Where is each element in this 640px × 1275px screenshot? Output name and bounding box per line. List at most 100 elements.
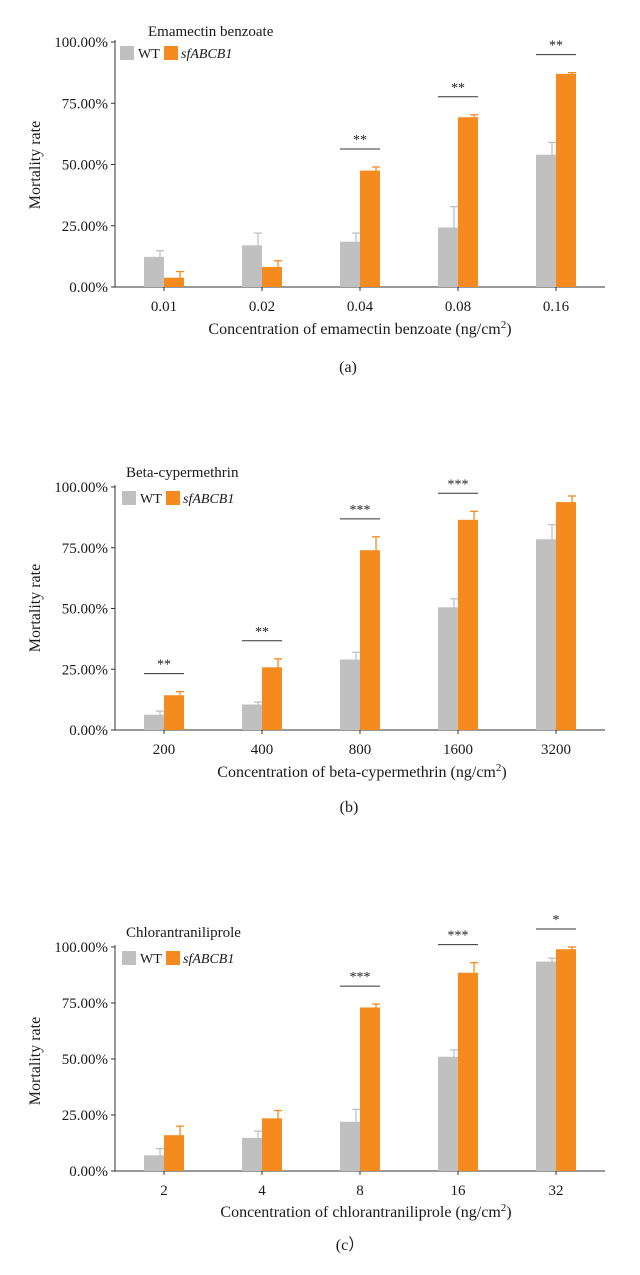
- y-tick-label: 75.00%: [62, 996, 108, 1012]
- bar-wt: [536, 539, 556, 730]
- legend-swatch-wt: [122, 951, 136, 965]
- y-tick-label: 75.00%: [62, 541, 108, 557]
- x-axis-title: Concentration of emamectin benzoate (ng/…: [208, 319, 511, 338]
- bar-mutant: [458, 972, 478, 1171]
- bar-wt: [242, 245, 262, 287]
- bar-mutant: [262, 667, 282, 730]
- bar-wt: [438, 1056, 458, 1171]
- legend-swatch-mutant: [164, 46, 178, 60]
- x-tick-label: 16: [451, 1183, 467, 1199]
- plot-area: 0.00% 25.00% 50.00% 75.00% 100.00% 200 ** 400 **…: [54, 477, 605, 758]
- y-tick-label: 50.00%: [62, 602, 108, 618]
- bar-wt: [536, 154, 556, 287]
- chart-title: Emamectin benzoate: [148, 24, 274, 40]
- chart-a-svg: 0.00% 25.00% 50.00% 75.00% 100.00% 0.01 0.02 0.…: [27, 24, 605, 376]
- bar-wt: [340, 659, 360, 730]
- legend-swatch-mutant: [166, 951, 180, 965]
- bar-wt: [536, 961, 556, 1171]
- y-tick-label: 100.00%: [54, 35, 108, 51]
- legend-swatch-wt: [120, 46, 134, 60]
- legend-label-mutant: sfABCB1: [183, 952, 234, 967]
- panel-label: (a): [339, 359, 357, 376]
- x-tick-label: 0.01: [151, 299, 177, 315]
- y-tick-label: 100.00%: [54, 940, 108, 956]
- legend: WT sfABCB1: [122, 951, 234, 967]
- bar-wt: [242, 1137, 262, 1171]
- x-tick-label: 400: [251, 742, 274, 758]
- bar-mutant: [360, 550, 380, 730]
- x-tick-label: 3200: [541, 742, 571, 758]
- x-axis-title: Concentration of beta-cypermethrin (ng/c…: [217, 762, 506, 781]
- chart-panel-b: 0.00% 25.00% 50.00% 75.00% 100.00% 200 ** 400 **…: [0, 440, 640, 840]
- bar-mutant: [458, 117, 478, 287]
- y-tick-label: 50.00%: [62, 158, 108, 174]
- bar-mutant: [164, 1135, 184, 1171]
- bar-mutant: [458, 519, 478, 730]
- bar-mutant: [360, 170, 380, 287]
- bar-mutant: [360, 1007, 380, 1171]
- y-tick-label: 25.00%: [62, 219, 108, 235]
- y-tick-label: 25.00%: [62, 1108, 108, 1124]
- significance-label: **: [255, 625, 269, 640]
- legend: WT sfABCB1: [120, 46, 232, 62]
- bar-mutant: [556, 73, 576, 287]
- legend-swatch-wt: [122, 491, 136, 505]
- bar-wt: [340, 1121, 360, 1171]
- x-tick-label: 0.02: [249, 299, 275, 315]
- y-axis-title: Mortality rate: [27, 564, 44, 652]
- x-tick-label: 800: [349, 742, 372, 758]
- y-tick-label: 75.00%: [62, 96, 108, 112]
- bar-mutant: [164, 695, 184, 730]
- plot-area: 0.00%25.00%50.00%75.00%100.00%2 4 8***16**…: [54, 913, 605, 1199]
- bar-mutant: [164, 277, 184, 287]
- y-tick-label: 100.00%: [54, 480, 108, 496]
- panel-label: (c）: [336, 1236, 364, 1254]
- significance-label: *: [553, 913, 560, 928]
- significance-label: ***: [448, 477, 469, 492]
- bar-mutant: [262, 1118, 282, 1171]
- bar-mutant: [556, 502, 576, 730]
- legend-label-mutant: sfABCB1: [183, 492, 234, 507]
- bar-wt: [144, 256, 164, 287]
- bar-mutant: [556, 949, 576, 1171]
- significance-label: ***: [350, 503, 371, 518]
- chart-panel-c: 0.00% 25.00% 50.00% 75.00% 100.00% 2 4 8 *** 16 **…: [0, 875, 640, 1275]
- y-tick-label: 50.00%: [62, 1052, 108, 1068]
- chart-b-svg: 0.00% 25.00% 50.00% 75.00% 100.00% 200 ** 400 **…: [27, 465, 605, 816]
- chart-title: Chlorantraniliprole: [126, 925, 241, 941]
- y-axis-title: Mortality rate: [27, 121, 44, 209]
- significance-label: ***: [448, 929, 469, 944]
- plot-area: 0.00% 25.00% 50.00% 75.00% 100.00% 0.01 0.02 0.…: [54, 35, 605, 315]
- x-tick-label: 1600: [443, 742, 473, 758]
- x-tick-label: 0.08: [445, 299, 471, 315]
- significance-label: **: [353, 133, 367, 148]
- significance-label: **: [157, 658, 171, 673]
- x-tick-label: 200: [153, 742, 176, 758]
- bar-wt: [340, 241, 360, 287]
- chart-c-svg: 0.00%25.00%50.00%75.00%100.00%2 4 8***16**…: [27, 913, 605, 1254]
- significance-label: ***: [350, 970, 371, 985]
- legend-label-mutant: sfABCB1: [181, 47, 232, 62]
- legend-label-wt: WT: [138, 47, 160, 62]
- x-tick-label: 0.16: [543, 299, 570, 315]
- bar-mutant: [262, 266, 282, 287]
- bar-wt: [438, 227, 458, 287]
- legend: WT sfABCB1: [122, 491, 234, 507]
- y-tick-label: 0.00%: [69, 723, 108, 739]
- y-tick-label: 0.00%: [69, 280, 108, 296]
- x-tick-label: 0.04: [347, 299, 374, 315]
- y-tick-label: 0.00%: [69, 1164, 108, 1180]
- x-tick-label: 8: [356, 1183, 364, 1199]
- bar-wt: [438, 607, 458, 730]
- legend-label-wt: WT: [140, 952, 162, 967]
- x-tick-label: 4: [258, 1183, 266, 1199]
- chart-panel-a: 0.00% 25.00% 50.00% 75.00% 100.00% 0.01 0.02 0.…: [0, 0, 640, 400]
- x-tick-label: 32: [549, 1183, 564, 1199]
- bar-wt: [242, 704, 262, 730]
- y-tick-label: 25.00%: [62, 662, 108, 678]
- panel-label: (b): [340, 799, 359, 816]
- legend-swatch-mutant: [166, 491, 180, 505]
- significance-label: **: [451, 81, 465, 96]
- x-tick-label: 2: [160, 1183, 168, 1199]
- chart-title: Beta-cypermethrin: [126, 465, 239, 481]
